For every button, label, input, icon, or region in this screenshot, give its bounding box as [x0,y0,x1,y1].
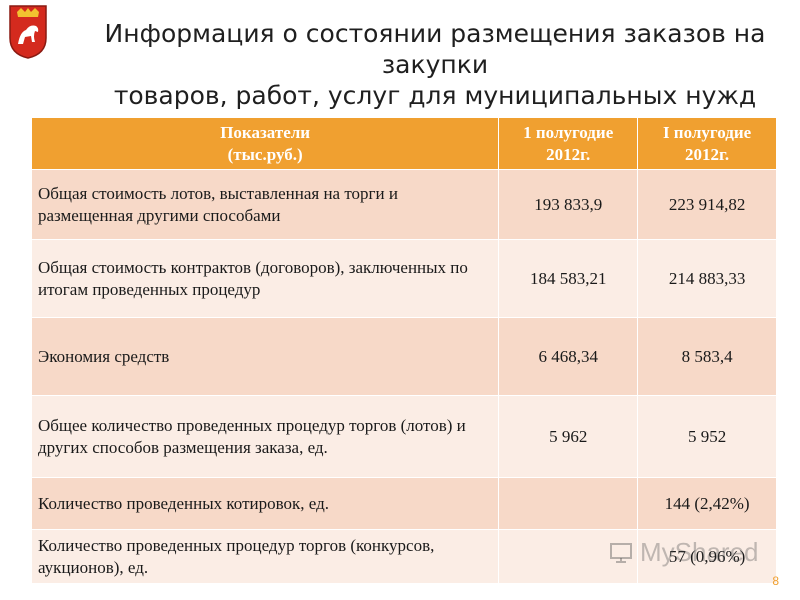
row-label: Общая стоимость контрактов (договоров), … [30,239,500,318]
watermark-logo-icon [610,543,632,563]
row-value-2: 144 (2,42%) [637,477,777,530]
row-label: Количество проведенных процедур торгов (… [30,529,500,584]
table-row: Количество проведенных процедур торгов (… [30,529,777,584]
row-label: Экономия средств [30,317,500,396]
table-row: Общая стоимость лотов, выставленная на т… [30,169,777,240]
row-value-2: 5 952 [637,395,777,478]
procurement-table: Показатели (тыс.руб.) 1 полугодие 2012г.… [30,117,777,584]
table-row: Общая стоимость контрактов (договоров), … [30,239,777,318]
coat-of-arms-icon [9,5,47,59]
title-line-2: товаров, работ, услуг для муниципальных … [113,81,757,110]
table-row: Количество проведенных котировок, ед. 14… [30,477,777,530]
table-row: Общее количество проведенных процедур то… [30,395,777,478]
row-label: Количество проведенных котировок, ед. [30,477,500,530]
row-value-1: 193 833,9 [498,169,639,240]
header-indicators-line-1: Показатели [220,122,311,142]
header-period-2: I полугодие 2012г. [637,117,777,170]
row-value-1: 184 583,21 [498,239,639,318]
watermark: MyShared [640,537,759,567]
header-period-2-line-2: 2012г. [685,144,730,164]
table-header-row: Показатели (тыс.руб.) 1 полугодие 2012г.… [30,117,777,170]
page-title: Информация о состоянии размещения заказо… [70,18,800,111]
row-label: Общая стоимость лотов, выставленная на т… [30,169,500,240]
row-value-2: 214 883,33 [637,239,777,318]
table-row: Экономия средств 6 468,34 8 583,4 [30,317,777,396]
header-indicators: Показатели (тыс.руб.) [30,117,500,170]
row-value-1 [498,477,639,530]
row-value-2: 223 914,82 [637,169,777,240]
row-value-2: 57 (0,96%) [637,529,777,584]
row-value-1 [498,529,639,584]
title-line-1: Информация о состоянии размещения заказо… [104,19,766,79]
header-period-1: 1 полугодие 2012г. [498,117,639,170]
row-value-2: 8 583,4 [637,317,777,396]
row-value-1: 6 468,34 [498,317,639,396]
header-indicators-line-2: (тыс.руб.) [227,144,303,164]
slide-number: 8 [772,574,779,588]
header-period-1-line-2: 2012г. [546,144,591,164]
header-period-2-line-1: I полугодие [662,122,752,142]
header-period-1-line-1: 1 полугодие [523,122,614,142]
row-label: Общее количество проведенных процедур то… [30,395,500,478]
row-value-1: 5 962 [498,395,639,478]
